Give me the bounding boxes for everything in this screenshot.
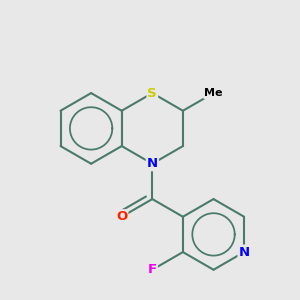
Text: F: F xyxy=(148,263,157,276)
Text: N: N xyxy=(238,246,250,259)
Text: O: O xyxy=(116,210,127,223)
Text: N: N xyxy=(147,157,158,170)
Text: S: S xyxy=(148,87,157,100)
Text: Me: Me xyxy=(204,88,223,98)
